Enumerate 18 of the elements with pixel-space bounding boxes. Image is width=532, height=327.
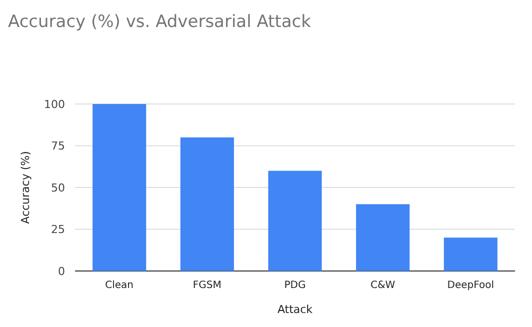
x-tick-label: DeepFool bbox=[447, 280, 494, 291]
x-axis-title: Attack bbox=[277, 303, 314, 316]
bar bbox=[444, 238, 498, 271]
x-tick-label: FGSM bbox=[192, 280, 222, 291]
x-tick-label: PDG bbox=[284, 280, 306, 291]
bar bbox=[180, 137, 234, 271]
bar bbox=[356, 204, 410, 271]
y-tick-label: 0 bbox=[58, 264, 65, 278]
y-tick-label: 100 bbox=[44, 98, 65, 111]
x-tick-label: Clean bbox=[105, 280, 134, 291]
y-tick-label: 50 bbox=[51, 181, 65, 194]
y-tick-label: 75 bbox=[51, 140, 65, 153]
y-tick-label: 25 bbox=[51, 223, 65, 236]
bar bbox=[92, 104, 146, 271]
y-axis-title: Accuracy (%) bbox=[19, 151, 32, 224]
x-tick-label: C&W bbox=[370, 280, 396, 291]
bar bbox=[268, 170, 322, 271]
chart-title: Accuracy (%) vs. Adversarial Attack bbox=[8, 12, 312, 32]
